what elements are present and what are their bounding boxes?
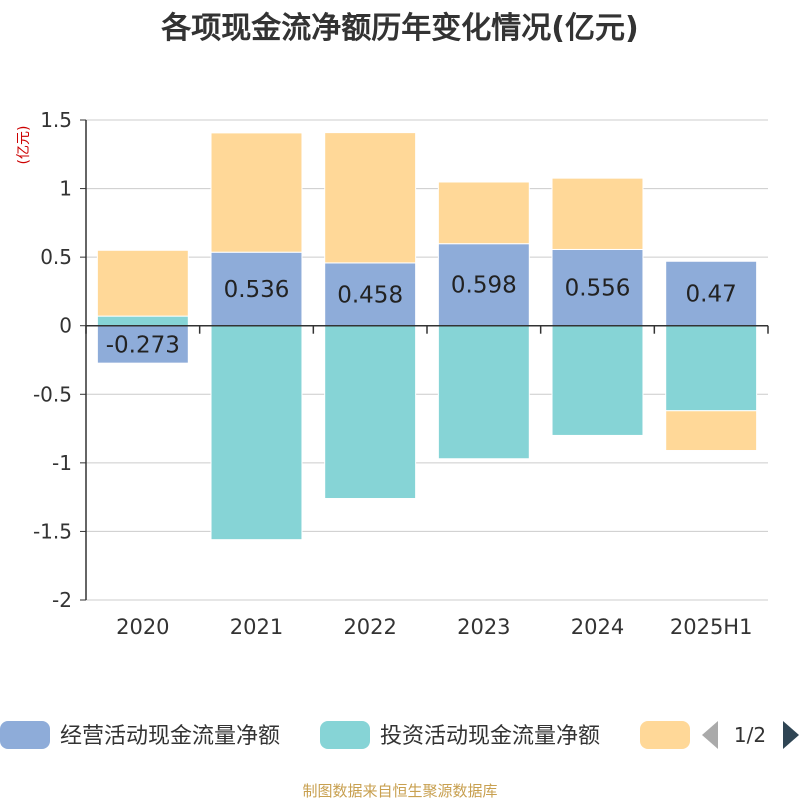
legend-swatch-3 [640, 721, 690, 749]
x-tick-label: 2020 [116, 615, 169, 639]
data-label: 0.536 [224, 277, 290, 303]
bar-2-2023 [437, 325, 530, 460]
bar-1-2020 [96, 325, 189, 364]
bar-1-2024 [551, 248, 644, 327]
bar-3-2025H1 [665, 410, 758, 452]
legend-page-indicator: 1/2 [734, 723, 766, 747]
y-tick-label: 1.5 [40, 108, 72, 132]
y-tick-label: -1.5 [33, 519, 72, 543]
data-label: 0.556 [565, 276, 631, 302]
bar-1-2021 [210, 251, 303, 327]
bars [96, 132, 758, 541]
source-note: 制图数据来自恒生聚源数据库 [302, 782, 497, 800]
data-label: 0.598 [451, 273, 517, 299]
bar-3-2024 [551, 177, 644, 250]
bar-2-2024 [551, 325, 644, 436]
bar-1-2025H1 [665, 260, 758, 327]
legend-label: 经营活动现金流量净额 [60, 724, 280, 749]
data-label: 0.458 [337, 282, 403, 308]
legend-next-icon[interactable] [783, 721, 799, 749]
x-tick-label: 2023 [457, 615, 510, 639]
legend-swatch-2 [320, 721, 370, 749]
bar-2-2025H1 [665, 325, 758, 412]
legend-prev-icon[interactable] [702, 721, 718, 749]
y-tick-label: 1 [59, 177, 72, 201]
x-tick-label: 2025H1 [670, 615, 753, 639]
axes: 1.5 1 0.5 0 -0.5 -1 -1.5 -2 2020 2021 2022 2023 2024… [33, 108, 769, 639]
y-tick-label: -2 [52, 588, 72, 612]
x-tick-label: 2022 [343, 615, 396, 639]
bar-2-2021 [210, 325, 303, 541]
legend-label: 投资活动现金流量净额 [380, 724, 600, 749]
y-tick-label: -1 [52, 451, 72, 475]
bar-3-2021 [210, 132, 303, 253]
y-tick-label: 0.5 [40, 245, 72, 269]
bar-3-2022 [324, 132, 417, 264]
bar-1-2022 [324, 262, 417, 327]
y-tick-label: 0 [59, 314, 72, 338]
bar-1-2023 [437, 243, 530, 327]
legend-swatch-1 [0, 721, 50, 749]
legend: 经营活动现金流量净额 投资活动现金流量净额 1/2 [0, 721, 799, 749]
bar-2-2022 [324, 325, 417, 500]
bar-3-2023 [437, 181, 530, 245]
y-tick-label: -0.5 [33, 382, 72, 406]
y-axis-unit-label: (亿元) [16, 126, 32, 165]
chart-title: 各项现金流净额历年变化情况(亿元) [160, 11, 638, 46]
data-label: 0.47 [686, 281, 737, 307]
x-tick-label: 2024 [571, 615, 624, 639]
data-labels: -0.273 0.536 0.458 0.598 0.556 0.47 [106, 273, 737, 359]
bar-3-2020 [96, 249, 189, 317]
bar-2-2020 [96, 315, 189, 327]
x-tick-label: 2021 [230, 615, 283, 639]
data-label: -0.273 [106, 332, 180, 358]
